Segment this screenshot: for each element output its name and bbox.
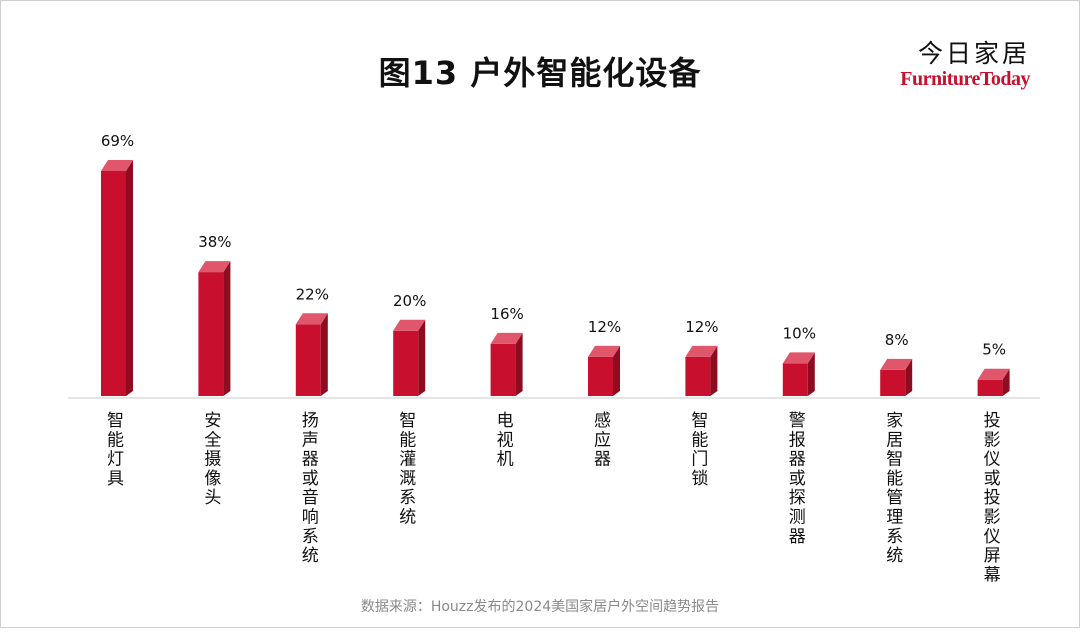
x-tick-label: 安全摄像头 [204,411,221,508]
x-tick-label: 扬声器或音响系统 [302,411,319,566]
bar-side [418,319,426,396]
bar-top [393,319,426,331]
chart-frame [0,0,1080,628]
bar-top [198,261,231,273]
bar [782,363,808,396]
brand-name-en: FurnitureToday [900,68,1030,90]
bar-top [880,358,913,370]
bar-side [613,345,620,396]
x-tick-label: 智能灯具 [107,411,124,489]
data-label: 20% [393,292,426,310]
x-tick-label: 感应器 [594,411,611,470]
data-label: 10% [783,324,816,342]
bar-side [710,345,718,396]
bar [101,171,126,396]
bar [393,330,419,396]
bar-side [807,352,815,396]
bar-side [1002,368,1010,396]
data-label: 12% [588,318,621,336]
chart-title: 图13 户外智能化设备 [378,54,702,92]
data-label: 16% [490,305,523,323]
data-label: 38% [198,233,231,251]
bar [198,272,224,396]
bar-side [223,261,231,396]
data-label: 5% [982,341,1006,359]
bar [880,369,906,396]
bar [685,356,711,396]
bar [977,379,1003,396]
x-tick-label: 投影仪或投影仪屏幕 [984,411,1001,585]
bar [490,343,516,396]
bar-top [295,313,328,325]
brand-name-cn: 今日家居 [917,39,1030,68]
bar [588,356,613,396]
data-label: 12% [685,318,718,336]
x-tick-label: 警报器或探测器 [789,411,806,547]
source-note: 数据来源：Houzz发布的2024美国家居户外空间趋势报告 [360,599,720,615]
bar-top [782,352,815,364]
x-tick-label: 家居智能管理系统 [886,411,903,566]
x-tick-label: 智能灌溉系统 [399,411,416,528]
bar-side [515,332,523,396]
x-tick-label: 电视机 [497,411,514,470]
bar [295,324,321,396]
bar-top [490,332,523,344]
x-tick-label: 智能门锁 [691,411,708,489]
data-label: 22% [296,285,329,303]
data-label: 69% [101,132,134,150]
bar-side [320,313,328,396]
bar-top [685,345,718,357]
bar-top [101,160,133,171]
bar-side [905,358,913,396]
data-label: 8% [885,331,909,349]
bar-top [588,345,620,357]
bar-side [126,160,133,396]
bar-top [977,368,1010,380]
